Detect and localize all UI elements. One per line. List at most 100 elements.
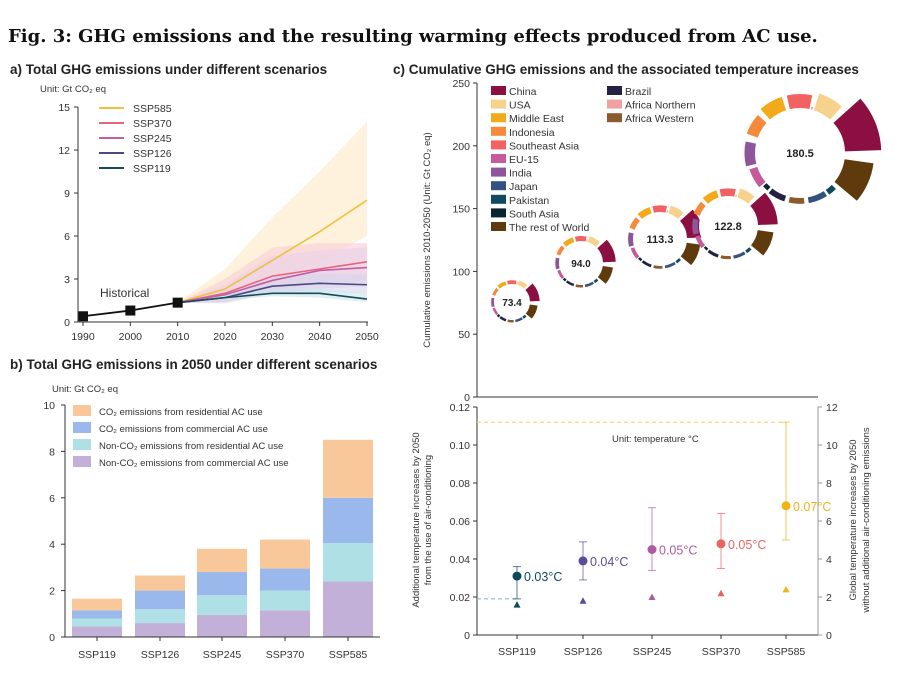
bar-segment bbox=[260, 568, 310, 591]
legend-label: Non-CO₂ emissions from commercial AC use bbox=[99, 458, 289, 469]
bar-segment bbox=[323, 543, 373, 582]
data-label: 0.07°C bbox=[793, 500, 831, 514]
region-segment-the-rest-of-world bbox=[597, 266, 613, 284]
legend-swatch bbox=[491, 113, 506, 123]
region-segment-brazil bbox=[499, 316, 507, 322]
bubble-value-label: 73.4 bbox=[502, 298, 522, 309]
legend-swatch bbox=[491, 99, 506, 109]
legend-label: Japan bbox=[509, 181, 538, 193]
y-tick-label-left: 0.06 bbox=[450, 516, 471, 528]
y-tick-label: 250 bbox=[452, 78, 470, 90]
legend-swatch bbox=[607, 113, 622, 123]
region-segment-africa-western bbox=[788, 196, 805, 204]
left-y-axis-label: Additional temperature increases by 2050 bbox=[411, 432, 422, 607]
bubble-value-label: 122.8 bbox=[714, 221, 742, 233]
bubble-SSP585: 180.5 bbox=[744, 93, 882, 204]
region-segment-india bbox=[491, 297, 495, 308]
legend-swatch bbox=[73, 422, 91, 433]
region-segment-usa bbox=[668, 205, 684, 219]
legend-swatch bbox=[491, 140, 506, 150]
legend-swatch bbox=[607, 99, 622, 109]
legend-swatch bbox=[491, 181, 506, 191]
figure-title: Fig. 3: GHG emissions and the resulting … bbox=[8, 26, 818, 47]
region-segment-china bbox=[833, 98, 882, 152]
region-segment-china bbox=[525, 283, 540, 302]
region-segment-southeast-asia bbox=[574, 236, 587, 242]
right-y-axis-label: without additional air-conditioning emis… bbox=[861, 427, 872, 614]
region-segment-africa-northern bbox=[586, 239, 588, 242]
bubble-core bbox=[634, 213, 686, 265]
legend-label: CO₂ emissions from commercial AC use bbox=[99, 424, 268, 435]
y-tick-label: 4 bbox=[49, 539, 55, 551]
uncertainty-band-SSP119 bbox=[177, 289, 367, 303]
region-segment-pakistan bbox=[522, 314, 527, 319]
panel-c-temperature-chart: 0 0.02 0.04 0.06 0.08 0.10 0.12 0 2 4 6 8 10 12 Additi… bbox=[411, 396, 872, 658]
y-tick-label: 100 bbox=[452, 266, 470, 278]
historical-annotation: Historical bbox=[100, 286, 149, 300]
legend-swatch bbox=[491, 167, 506, 177]
legend-label: SSP119 bbox=[133, 163, 171, 175]
bubble-core bbox=[560, 242, 602, 284]
bubble-SSP370: 122.8 bbox=[692, 188, 778, 260]
data-point bbox=[512, 571, 522, 581]
bar-segment bbox=[197, 614, 247, 637]
legend-label: Indonesia bbox=[509, 127, 555, 139]
unit-annotation: Unit: temperature °C bbox=[612, 434, 699, 445]
region-segment-middle-east bbox=[497, 281, 507, 289]
legend-label: CO₂ emissions from residential AC use bbox=[99, 407, 263, 418]
bubble-core bbox=[699, 197, 757, 255]
region-segment-africa-northern bbox=[666, 210, 669, 214]
legend-label: The rest of World bbox=[509, 222, 589, 234]
series-line-SSP119 bbox=[177, 292, 368, 304]
panel-title: a) Total GHG emissions under different s… bbox=[10, 62, 327, 77]
region-segment-china bbox=[750, 192, 778, 225]
y-tick-label: 6 bbox=[49, 493, 55, 505]
y-tick-label: 8 bbox=[49, 446, 55, 458]
region-segment-south-asia bbox=[562, 277, 567, 282]
region-segment-indonesia bbox=[556, 245, 565, 256]
y-tick-label-left: 0 bbox=[464, 630, 470, 642]
y-tick-label-left: 0.04 bbox=[450, 554, 471, 566]
y-tick-label: 150 bbox=[452, 204, 470, 216]
region-segment-indonesia bbox=[746, 115, 767, 138]
region-segment-usa bbox=[587, 236, 600, 247]
historical-marker bbox=[125, 305, 136, 316]
data-point bbox=[781, 501, 791, 511]
legend-swatch bbox=[491, 194, 506, 204]
legend-swatch bbox=[73, 456, 91, 467]
y-axis-label: Cumulative emissions 2010-2050 (Unit: Gt… bbox=[422, 132, 433, 347]
global-increase-triangle bbox=[579, 597, 587, 604]
region-segment-eu-15 bbox=[630, 247, 640, 259]
x-tick-label: SSP119 bbox=[78, 649, 116, 661]
legend-swatch bbox=[491, 126, 506, 136]
region-segment-japan bbox=[515, 317, 523, 323]
region-segment-southeast-asia bbox=[719, 188, 736, 197]
y-tick-label: 0 bbox=[49, 632, 55, 644]
y-tick-label: 200 bbox=[452, 141, 470, 153]
legend-label: Africa Western bbox=[625, 113, 694, 125]
unit-label: Unit: Gt CO₂ eq bbox=[40, 84, 106, 95]
region-segment-the-rest-of-world bbox=[750, 230, 774, 256]
bar-segment bbox=[197, 548, 247, 573]
legend-swatch bbox=[491, 154, 506, 163]
historical-marker bbox=[78, 311, 88, 322]
x-tick-label: SSP126 bbox=[564, 646, 603, 658]
y-tick-label: 3 bbox=[64, 274, 70, 286]
region-segment-india bbox=[744, 141, 757, 167]
legend-swatch bbox=[607, 86, 622, 95]
region-segment-brazil bbox=[768, 188, 787, 202]
bubble-value-label: 94.0 bbox=[571, 259, 591, 270]
region-segment-japan bbox=[733, 251, 746, 259]
y-tick-label-right: 12 bbox=[826, 402, 838, 414]
historical-marker bbox=[172, 297, 183, 308]
y-tick-label-left: 0.02 bbox=[450, 592, 471, 604]
panel-title: b) Total GHG emissions in 2050 under dif… bbox=[10, 357, 377, 372]
bar-segment bbox=[72, 626, 122, 637]
x-tick-label: 2050 bbox=[355, 331, 379, 343]
region-segment-middle-east bbox=[760, 96, 787, 120]
bubble-core bbox=[756, 109, 844, 197]
region-segment-usa bbox=[737, 188, 755, 204]
legend-label: Brazil bbox=[625, 86, 651, 98]
region-segment-pakistan bbox=[745, 247, 752, 254]
legend-label: SSP370 bbox=[133, 118, 172, 130]
